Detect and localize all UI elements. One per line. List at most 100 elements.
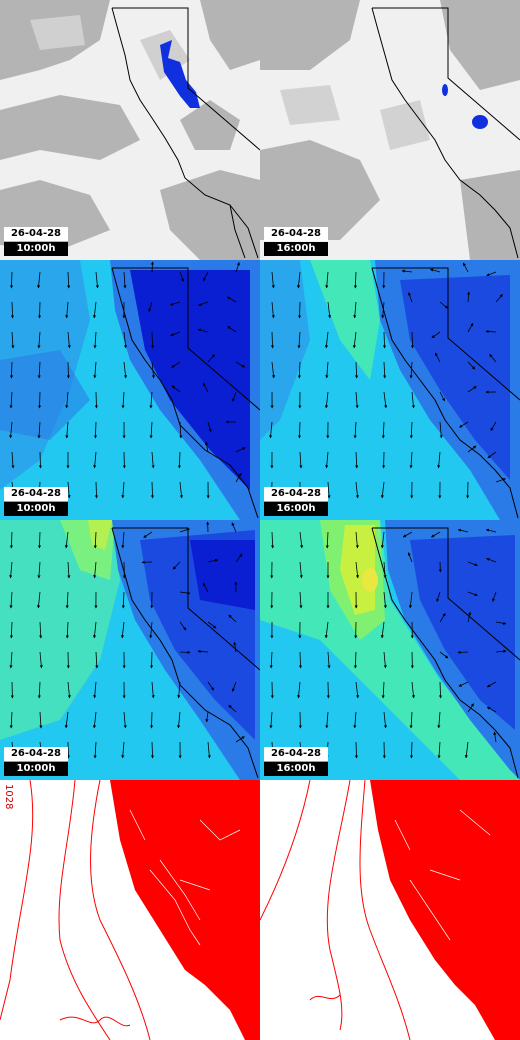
wind-arrow [198,301,209,306]
timestamp-label: 26-04-28 16:00h [264,747,328,776]
wind-arrow [37,531,42,549]
wind-arrow [150,481,155,499]
wind-arrow [439,651,449,659]
wind-arrow [355,391,359,409]
isobars [260,780,411,1040]
wind-arrow [9,711,13,729]
forecast-time: 16:00h [264,242,328,256]
wind-arrow [489,353,497,363]
wind-arrow [409,361,413,379]
wind-speed-map [260,260,520,520]
wind-arrow [269,421,273,439]
wind-arrow [439,612,446,623]
wind-arrow [121,741,125,759]
wind-arrow [409,421,413,439]
wind-arrow [67,331,71,349]
wind-arrow [151,451,155,469]
wind-arrow [270,531,275,549]
wind-arrow [487,451,497,459]
forecast-time: 16:00h [264,762,328,776]
wind-arrow [149,391,153,409]
wind-arrow [11,451,15,469]
wind-arrow [493,731,497,743]
wind-arrow [297,361,302,379]
wind-arrow [149,421,153,439]
wind-arrow [95,651,99,669]
wind-arrow [123,331,128,349]
wind-arrow [93,561,97,579]
wind-arrow [177,711,181,729]
wind-arrow [37,301,42,319]
wind-arrows [269,262,506,499]
forecast-date: 26-04-28 [264,747,328,761]
wind-arrow [233,641,237,653]
cloud-cover [260,0,520,260]
wind-arrow [150,741,155,759]
wind-arrow [325,271,329,289]
state-borders [371,527,520,779]
wind-arrow [467,591,478,597]
wind-arrow [67,681,71,699]
wind-arrow [179,621,187,631]
forecast-date: 26-04-28 [264,487,328,501]
wind-arrow [407,552,413,563]
wind-arrow [269,711,273,729]
wind-arrow [9,621,14,639]
wind-arrow [151,681,155,699]
wind-arrow [486,271,497,277]
wind-arrow [95,271,99,289]
wind-arrow [197,328,209,333]
wind-arrow [207,741,211,759]
precipitation-area [160,40,200,108]
timestamp-label: 26-04-28 10:00h [4,487,68,516]
state-borders [111,527,260,779]
wind-arrow [402,531,413,538]
wind-arrow [490,421,497,432]
wind-arrow [353,271,358,289]
wind-arrow [232,391,237,402]
wind-arrow [299,531,304,549]
wind-arrow [355,561,360,579]
wind-arrow [429,268,441,273]
wind-arrow [325,361,329,379]
wind-arrow [64,531,69,549]
wind-arrow [324,391,329,409]
timestamp-label: 26-04-28 16:00h [264,227,328,256]
wind-arrow [436,591,441,603]
wind-arrow [37,361,41,379]
wind-arrow [149,621,153,639]
wind-arrow [92,621,97,639]
wind-arrow [94,481,99,499]
wind-arrow [37,391,42,409]
wind-arrow [410,331,415,349]
wind-arrow [327,651,331,669]
wind-arrow [227,326,237,333]
wind-arrow [37,561,41,579]
wind-arrow [353,651,358,669]
wind-arrow [299,591,303,609]
gust-panel-1000: 26-04-28 10:00h [0,520,260,780]
forecast-time: 10:00h [4,762,68,776]
wind-arrow [383,591,387,609]
wind-arrow [431,331,441,339]
state-borders [111,267,260,519]
wind-arrow [235,261,240,273]
wind-arrow [438,681,443,699]
wind-arrow [324,331,329,349]
wind-arrow [93,531,97,549]
wind-arrow [298,651,303,669]
wind-arrow [437,451,441,469]
wind-arrow [121,591,125,609]
wind-arrow [297,681,301,699]
wind-arrow [467,361,476,370]
wind-arrow [179,650,191,654]
wind-arrow [409,711,413,729]
wind-arrow [37,681,41,699]
wind-arrow [123,361,128,379]
wind-arrow [9,591,13,609]
wind-arrow [66,361,71,379]
wind-arrow [228,704,237,713]
wind-arrow [149,711,154,729]
wind-panel-1000: 26-04-28 10:00h [0,260,260,520]
wind-arrow [93,451,97,469]
